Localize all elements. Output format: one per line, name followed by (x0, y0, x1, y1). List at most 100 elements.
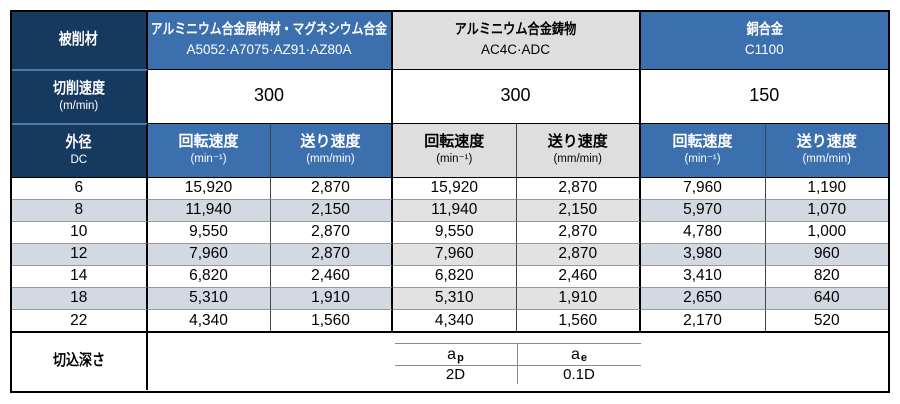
material-1-rotation-row-4: 7,960 (147, 242, 271, 265)
material-3-rotation-row-7: 2,170 (640, 309, 766, 332)
material-2-feed-row-3: 2,870 (517, 220, 641, 243)
outer-diameter-sub: DC (70, 154, 88, 167)
material-3-rotation-header: 回転速度 (min⁻¹) (640, 122, 766, 177)
material-3-rotation-row-1: 7,960 (640, 176, 766, 199)
rotation-speed-unit: (min⁻¹) (190, 153, 227, 166)
material-3-feed-row-6: 640 (765, 287, 888, 310)
cutting-conditions-table: 被削材 アルミニウム合金展伸材・マグネシウム合金 A5052·A7075·AZ9… (10, 10, 890, 393)
ap-base: a (447, 346, 457, 364)
ae-base: a (570, 346, 580, 364)
work-material-text: 被削材 (59, 30, 99, 48)
material-1-header: アルミニウム合金展伸材・マグネシウム合金 A5052·A7075·AZ91·AZ… (147, 12, 393, 69)
material-2-rotation-row-6: 5,310 (392, 287, 517, 310)
dc-value-row-2: 8 (12, 198, 148, 221)
dc-value-row-6: 18 (12, 287, 148, 310)
material-2-feed-row-5: 2,460 (517, 265, 641, 288)
material-3-rotation-row-2: 5,970 (640, 198, 766, 221)
rotation-speed-label: 回転速度 (424, 133, 485, 151)
material-3-feed-row-2: 1,070 (765, 198, 888, 221)
material-3-rotation-row-6: 2,650 (640, 287, 766, 310)
material-3-header: 銅合金 C1100 (640, 12, 888, 69)
ae-value: 0.1D (517, 365, 641, 384)
material-1-rotation-row-1: 15,920 (147, 176, 271, 199)
material-1-rotation-row-6: 5,310 (147, 287, 271, 310)
material-3-feed-row-3: 1,000 (765, 220, 888, 243)
material-2-rotation-row-7: 4,340 (392, 309, 517, 332)
feed-rate-unit: (mm/min) (802, 153, 852, 166)
material-2-rotation-row-5: 6,820 (392, 265, 517, 288)
material-1-feed-row-3: 2,870 (270, 220, 393, 243)
material-1-rotation-row-2: 11,940 (147, 198, 271, 221)
material-2-name: アルミニウム合金鋳物 (454, 21, 577, 38)
material-3-feed-header: 送り速度 (mm/min) (765, 122, 888, 177)
feed-rate-label: 送り速度 (300, 133, 361, 151)
material-1-rotation-row-5: 6,820 (147, 265, 271, 288)
material-3-rotation-row-5: 3,410 (640, 265, 766, 288)
material-2-rotation-row-2: 11,940 (392, 198, 517, 221)
outer-diameter-text: 外径 (65, 133, 92, 151)
dc-value-row-4: 12 (12, 242, 148, 265)
material-1-grades: A5052·A7075·AZ91·AZ80A (186, 42, 352, 58)
material-2-rotation-row-1: 15,920 (392, 176, 517, 199)
material-1-feed-row-1: 2,870 (270, 176, 393, 199)
material-3-feed-row-7: 520 (765, 309, 888, 332)
material-1-name: アルミニウム合金展伸材・マグネシウム合金 (150, 21, 388, 38)
feed-rate-unit: (mm/min) (306, 153, 355, 166)
material-2-feed-row-6: 1,910 (517, 287, 641, 310)
dc-value-row-5: 14 (12, 265, 148, 288)
ap-value: 2D (394, 365, 518, 384)
material-3-name: 銅合金 (745, 21, 783, 38)
material-1-rotation-row-7: 4,340 (147, 309, 271, 332)
feed-rate-label: 送り速度 (547, 133, 608, 151)
material-1-rotation-header: 回転速度 (min⁻¹) (147, 122, 271, 177)
depth-of-cut-text: 切込深さ (52, 352, 105, 370)
dc-value-row-7: 22 (12, 309, 148, 332)
feed-rate-label: 送り速度 (796, 133, 857, 151)
material-3-rotation-row-3: 4,780 (640, 220, 766, 243)
material-1-feed-row-7: 1,560 (270, 309, 393, 332)
material-2-feed-row-1: 2,870 (517, 176, 641, 199)
cutting-speed-material-3: 150 (640, 68, 888, 123)
cutting-speed-text: 切削速度 (52, 79, 105, 97)
material-2-feed-row-7: 1,560 (517, 309, 641, 332)
feed-rate-unit: (mm/min) (553, 153, 603, 166)
cutting-speed-material-1: 300 (147, 68, 393, 123)
outer-diameter-label: 外径 DC (12, 122, 148, 177)
cutting-speed-label: 切削速度 (m/min) (12, 68, 148, 123)
dc-value-row-3: 10 (12, 220, 148, 243)
material-3-feed-row-4: 960 (765, 242, 888, 265)
material-2-rotation-row-3: 9,550 (392, 220, 517, 243)
cutting-speed-material-2: 300 (392, 68, 641, 123)
depth-of-cut-label: 切込深さ (12, 331, 148, 390)
rotation-speed-label: 回転速度 (672, 133, 733, 151)
material-2-feed-row-4: 2,870 (517, 242, 641, 265)
material-1-feed-row-2: 2,150 (270, 198, 393, 221)
ae-subscript: e (580, 351, 588, 364)
material-3-rotation-row-4: 3,980 (640, 242, 766, 265)
material-1-feed-header: 送り速度 (mm/min) (270, 122, 393, 177)
material-2-header: アルミニウム合金鋳物 AC4C·ADC (392, 12, 641, 69)
material-2-feed-row-2: 2,150 (517, 198, 641, 221)
dc-value-row-1: 6 (12, 176, 148, 199)
material-3-feed-row-1: 1,190 (765, 176, 888, 199)
work-material-label: 被削材 (12, 12, 148, 69)
material-1-rotation-row-3: 9,550 (147, 220, 271, 243)
rotation-speed-unit: (min⁻¹) (684, 153, 721, 166)
material-2-grades: AC4C·ADC (480, 42, 550, 58)
material-2-feed-header: 送り速度 (mm/min) (517, 122, 641, 177)
material-3-feed-row-5: 820 (765, 265, 888, 288)
rotation-speed-unit: (min⁻¹) (436, 153, 473, 166)
material-2-rotation-row-4: 7,960 (392, 242, 517, 265)
material-3-grades: C1100 (744, 42, 784, 58)
rotation-speed-label: 回転速度 (178, 133, 239, 151)
ap-subscript: p (457, 351, 464, 364)
material-1-feed-row-4: 2,870 (270, 242, 393, 265)
material-1-feed-row-5: 2,460 (270, 265, 393, 288)
material-2-rotation-header: 回転速度 (min⁻¹) (392, 122, 517, 177)
material-1-feed-row-6: 1,910 (270, 287, 393, 310)
cutting-speed-unit: (m/min) (59, 100, 99, 113)
